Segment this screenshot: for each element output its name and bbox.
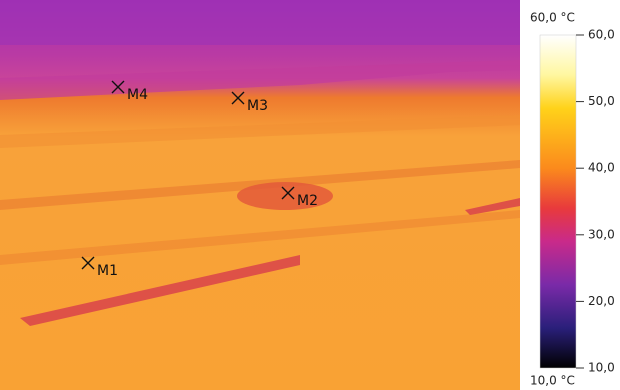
tick-label: 60,0 (588, 28, 615, 42)
tick-label: 20,0 (588, 294, 615, 308)
marker-label: M4 (127, 87, 148, 103)
marker-label: M3 (247, 98, 268, 114)
tick-label: 50,0 (588, 94, 615, 108)
marker-label: M2 (297, 193, 318, 209)
thermal-image (0, 0, 520, 390)
colorbar-max-label: 60,0 °C (530, 11, 575, 25)
colorbar (540, 35, 576, 368)
marker-label: M1 (97, 263, 118, 279)
tick-label: 10,0 (588, 361, 615, 375)
tick-label: 30,0 (588, 227, 615, 241)
thermal-view: M4 M3 M2 M1 60,0 °C 10,0 °C 60,0 50,0 40,0… (0, 0, 620, 390)
tick-label: 40,0 (588, 161, 615, 175)
colorbar-min-label: 10,0 °C (530, 374, 575, 388)
